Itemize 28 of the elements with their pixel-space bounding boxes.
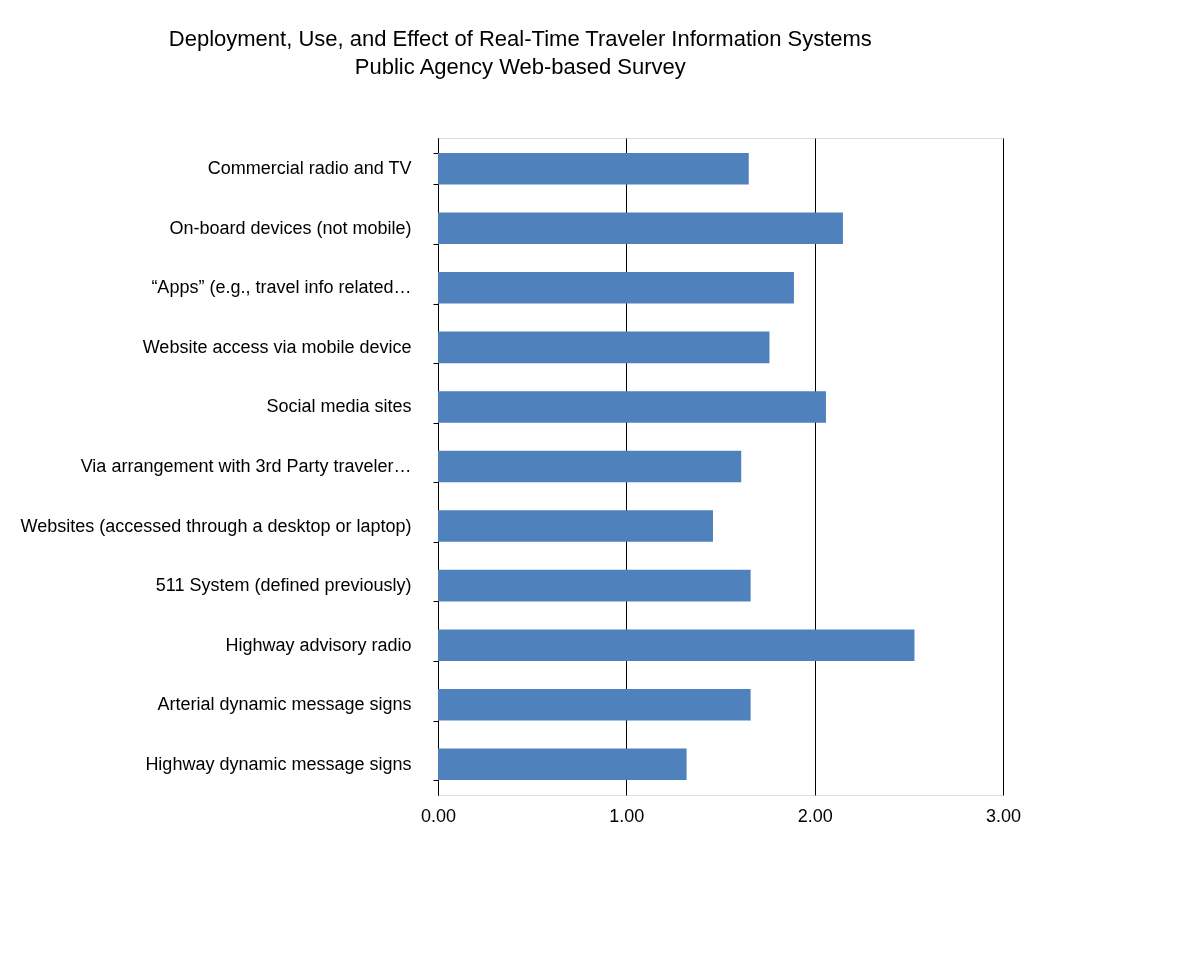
chart-title: Deployment, Use, and Effect of Real-Time Traveler Information Systems: [168, 26, 872, 51]
bar: [438, 629, 915, 661]
y-tick-label: On-board devices (not mobile): [169, 217, 412, 238]
bar: [438, 212, 843, 245]
x-tick-label: 0.00: [420, 805, 457, 826]
y-tick-label: Website access via mobile device: [142, 336, 412, 357]
bar: [438, 748, 687, 781]
bar: [438, 450, 742, 483]
bar: [438, 510, 713, 542]
x-tick-label: 2.00: [797, 805, 833, 826]
bar: [438, 569, 751, 602]
bar: [438, 152, 749, 185]
y-tick-label: Commercial radio and TV: [207, 158, 412, 179]
y-tick-label: 511 System (defined previously): [155, 575, 412, 596]
y-tick-label: Highway advisory radio: [225, 634, 412, 655]
y-tick-label: “Apps” (e.g., travel info related…: [151, 277, 412, 298]
bar: [438, 688, 751, 721]
y-tick-label: Via arrangement with 3rd Party traveler…: [80, 456, 412, 476]
y-tick-label: Arterial dynamic message signs: [157, 694, 412, 715]
y-tick-label: Social media sites: [266, 396, 412, 417]
x-tick-label: 1.00: [609, 805, 645, 826]
y-tick-label: Websites (accessed through a desktop or laptop): [20, 515, 412, 536]
x-tick-label: 3.00: [985, 805, 1022, 826]
y-tick-label: Highway dynamic message signs: [145, 753, 412, 774]
chart-subtitle: Public Agency Web-based Survey: [354, 54, 686, 79]
bar: [438, 272, 794, 304]
bar: [438, 331, 770, 364]
bar: [438, 391, 826, 423]
